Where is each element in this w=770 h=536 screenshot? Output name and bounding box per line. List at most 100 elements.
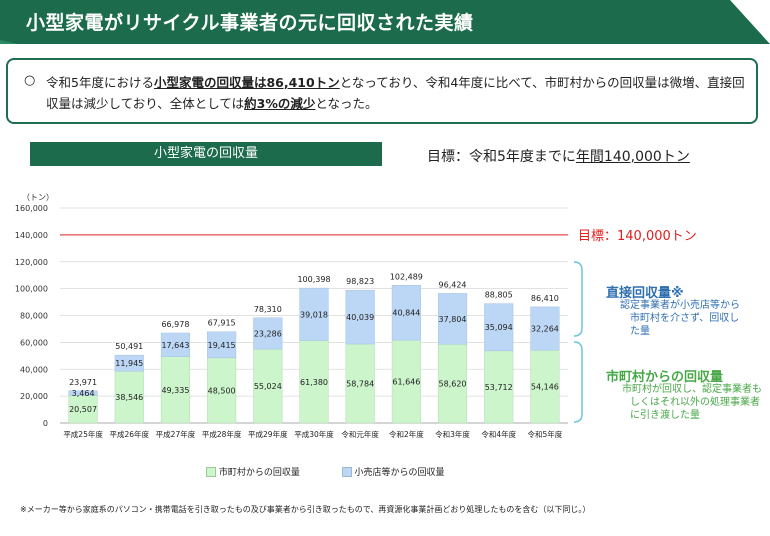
summary-pre: 令和5年度における [46,75,154,90]
data-label-total: 78,310 [254,305,282,314]
data-label-municipal: 58,620 [439,380,467,389]
municipal-collection-desc: 市町村が回収し、認定事業者も しくはそれ以外の処理事業者 に引き渡した量 [622,383,762,422]
x-tick-label: 平成28年度 [202,429,242,439]
data-label-retail: 17,643 [161,341,189,350]
y-tick-label: 100,000 [15,285,48,294]
data-label-retail: 23,286 [254,329,282,338]
bullet-circle-icon: ○ [24,73,36,88]
data-label-municipal: 55,024 [254,382,282,391]
bar-municipal [68,395,98,424]
data-label-retail: 32,264 [531,325,559,334]
bar-retail [391,285,421,341]
bar-municipal [253,348,283,424]
x-tick-label: 平成25年度 [63,429,103,439]
data-label-total: 23,971 [69,378,97,387]
data-label-retail: 40,844 [392,309,420,318]
x-tick-label: 令和5年度 [528,429,563,439]
summary-box: ○ 令和5年度における小型家電の回収量は86,410トンとなっており、令和4年度… [6,58,758,124]
muni-desc-line: 市町村が回収し、認定事業者も [622,384,762,395]
target-note-value: 年間140,000トン [575,149,690,165]
footnote: ※メーカー等から家庭系のパソコン・携帯電話を引き取ったもの及び事業者から引き取っ… [20,505,591,514]
legend-swatch-retail [341,466,352,477]
y-tick-label: 120,000 [15,258,48,267]
data-label-municipal: 61,380 [300,378,328,387]
x-tick-label: 令和元年度 [341,429,379,439]
bar-retail [345,289,375,345]
bar-retail [207,331,237,359]
bar-municipal [484,350,514,424]
bar-retail [114,354,144,372]
summary-text: 令和5年度における小型家電の回収量は86,410トンとなっており、令和4年度に比… [46,72,746,114]
data-label-total: 50,491 [115,342,143,351]
data-label-total: 86,410 [531,294,559,303]
data-label-retail: 11,945 [115,359,143,368]
legend-label-municipal: 市町村からの回収量 [218,468,300,478]
y-tick-label: 160,000 [15,204,48,213]
target-note-prefix: 目標：令和5年度までに [427,149,576,165]
y-tick-label: 80,000 [20,312,48,321]
summary-mid: となっており、令和4年度に比べて、市町村からの回収量は微増、直接回収量は減少して… [46,75,745,111]
bar-retail [299,287,329,341]
summary-highlight-total: 小型家電の回収量は86,410トン [153,75,340,90]
y-tick-label: 0 [43,419,48,428]
data-label-retail: 40,039 [346,313,374,322]
data-label-retail: 37,804 [439,315,467,324]
chart-legend: 市町村からの回収量 小売店等からの回収量 [206,465,445,478]
data-label-retail: 35,094 [485,323,513,332]
muni-desc-line: しくはそれ以外の処理事業者 [630,397,760,408]
x-tick-label: 平成29年度 [248,429,288,439]
x-tick-label: 平成30年度 [294,429,334,439]
data-label-total: 102,489 [390,272,423,281]
data-label-retail: 3,464 [72,389,95,398]
y-tick-label: 20,000 [20,392,48,401]
legend-label-retail: 小売店等からの回収量 [354,468,445,478]
x-tick-label: 平成27年度 [156,429,196,439]
bar-retail [530,306,560,351]
bar-retail [253,317,283,350]
direct-desc-line: た量 [630,326,650,337]
bar-municipal [207,357,237,424]
bar-municipal [437,343,468,424]
municipal-collection-title: 市町村からの回収量 [606,370,724,385]
data-label-total: 96,424 [439,280,467,289]
direct-desc-line: 市町村を介さず、回収し [630,313,740,324]
x-tick-label: 平成26年度 [109,429,149,439]
y-unit-label: （トン） [22,193,54,202]
data-label-municipal: 53,712 [485,383,513,392]
page-title: 小型家電がリサイクル事業者の元に回収された実績 [26,12,474,34]
y-tick-label: 140,000 [15,231,48,240]
data-label-retail: 19,415 [208,341,236,350]
y-tick-label: 60,000 [20,338,48,347]
chart-label: 小型家電の回収量 [30,142,382,166]
data-label-municipal: 54,146 [531,383,559,392]
bar-municipal [530,349,560,424]
direct-collection-desc: 認定事業者が小売店等から 市町村を介さず、回収し た量 [620,299,740,338]
direct-desc-line: 認定事業者が小売店等から [620,300,740,311]
bar-municipal [391,339,421,424]
target-label: 目標：140,000トン [578,229,697,244]
data-label-total: 88,805 [485,291,513,300]
data-label-municipal: 61,646 [392,378,420,387]
data-label-municipal: 58,784 [346,380,374,389]
bar-retail [484,303,514,352]
x-tick-label: 令和2年度 [389,429,424,439]
collection-bar-chart: （トン） 0 20,000 40,000 60,000 80,000 100,000 120… [15,193,697,439]
bar-municipal [345,343,375,424]
side-brackets [573,261,583,423]
bar-retail [437,293,468,345]
target-note: 目標：令和5年度までに年間140,000トン [427,146,690,166]
x-tick-label: 令和4年度 [481,429,516,439]
title-bar [0,0,770,44]
direct-collection-title: 直接回収量※ [606,286,684,301]
data-label-total: 100,398 [297,275,330,284]
muni-desc-line: に引き渡した量 [630,410,700,421]
data-label-total: 67,915 [208,319,236,328]
data-label-retail: 39,018 [300,310,328,319]
data-label-municipal: 20,507 [69,405,97,414]
bar-retail [68,390,98,396]
data-label-municipal: 49,335 [161,386,189,395]
data-label-total: 66,978 [161,320,189,329]
y-tick-label: 40,000 [20,365,48,374]
bar-municipal [299,340,329,424]
data-label-total: 98,823 [346,277,374,286]
